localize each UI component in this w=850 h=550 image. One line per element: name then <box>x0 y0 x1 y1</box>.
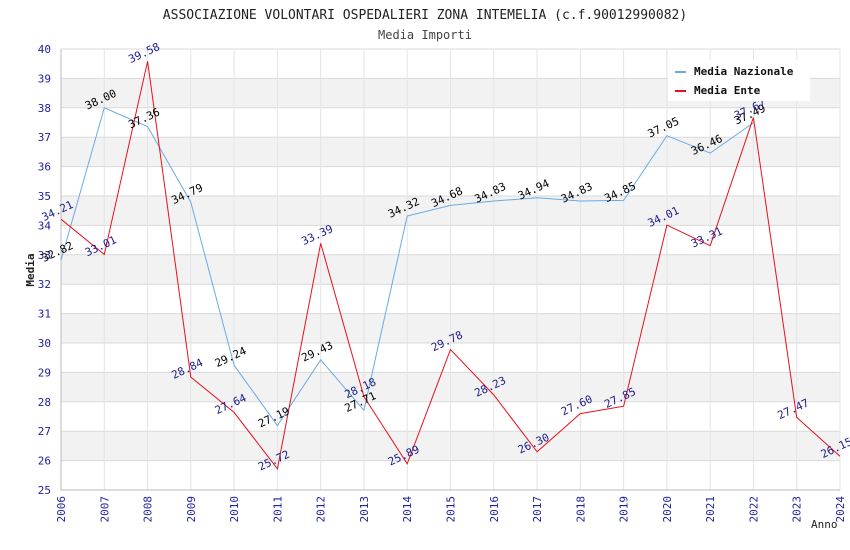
x-tick-label: 2017 <box>531 496 544 523</box>
data-label-ente: 33.39 <box>299 222 335 248</box>
y-tick-label: 32 <box>38 278 51 291</box>
data-label-nazionale: 27.19 <box>256 405 292 431</box>
x-tick-label: 2008 <box>142 496 155 523</box>
x-tick-labels: 2006 2007 2008 2009 2010 2011 2012 2013 2014 2015… <box>55 496 847 523</box>
y-tick-label: 31 <box>38 308 51 321</box>
y-tick-label: 35 <box>38 190 51 203</box>
x-tick-label: 2011 <box>271 496 284 523</box>
x-tick-label: 2024 <box>834 496 847 523</box>
x-tick-label: 2016 <box>488 496 501 523</box>
x-tick-label: 2023 <box>791 496 804 523</box>
chart-subtitle: Media Importi <box>378 28 472 42</box>
series-line-media-nazionale <box>60 107 754 427</box>
y-tick-label: 27 <box>38 425 51 438</box>
y-tick-label: 25 <box>38 484 51 497</box>
y-tick-label: 37 <box>38 131 51 144</box>
y-tick-label: 38 <box>38 102 51 115</box>
legend-box <box>668 60 810 101</box>
data-label-ente: 39.58 <box>126 40 162 66</box>
y-tick-label: 33 <box>38 249 51 262</box>
x-tick-label: 2020 <box>661 496 674 523</box>
y-tick-label: 39 <box>38 72 51 85</box>
x-axis-label: Anno <box>811 518 838 531</box>
x-tick-label: 2022 <box>747 496 760 523</box>
series-lines <box>60 61 841 470</box>
data-label-nazionale: 29.24 <box>213 344 249 370</box>
y-axis-label: Media <box>24 253 37 286</box>
x-tick-label: 2006 <box>55 496 68 523</box>
x-tick-label: 2009 <box>185 496 198 523</box>
chart-title: ASSOCIAZIONE VOLONTARI OSPEDALIERI ZONA … <box>163 8 687 23</box>
x-tick-label: 2013 <box>358 496 371 523</box>
x-tick-label: 2018 <box>574 496 587 523</box>
y-tick-label: 26 <box>38 455 51 468</box>
y-tick-labels: 25 26 27 28 29 30 31 32 33 34 35 36 37 38 39 40 <box>38 43 52 497</box>
legend: Media Nazionale Media Ente <box>668 60 810 101</box>
y-tick-label: 28 <box>38 396 51 409</box>
legend-label-nazionale: Media Nazionale <box>694 65 794 78</box>
x-tick-label: 2010 <box>228 496 241 523</box>
y-tick-label: 40 <box>38 43 51 56</box>
x-tick-label: 2014 <box>401 496 414 523</box>
x-tick-label: 2019 <box>618 496 631 523</box>
y-tick-label: 34 <box>38 219 52 232</box>
x-tick-label: 2021 <box>704 496 717 523</box>
axes <box>60 49 840 491</box>
series-line-media-ente <box>60 61 841 470</box>
x-tick-label: 2015 <box>445 496 458 523</box>
data-label-ente: 33.31 <box>689 225 725 251</box>
y-tick-label: 29 <box>38 366 51 379</box>
data-label-nazionale: 37.05 <box>646 115 682 141</box>
x-tick-label: 2012 <box>315 496 328 523</box>
y-tick-label: 36 <box>38 161 51 174</box>
x-tick-label: 2007 <box>98 496 111 523</box>
y-tick-label: 30 <box>38 337 51 350</box>
legend-label-ente: Media Ente <box>694 84 761 97</box>
